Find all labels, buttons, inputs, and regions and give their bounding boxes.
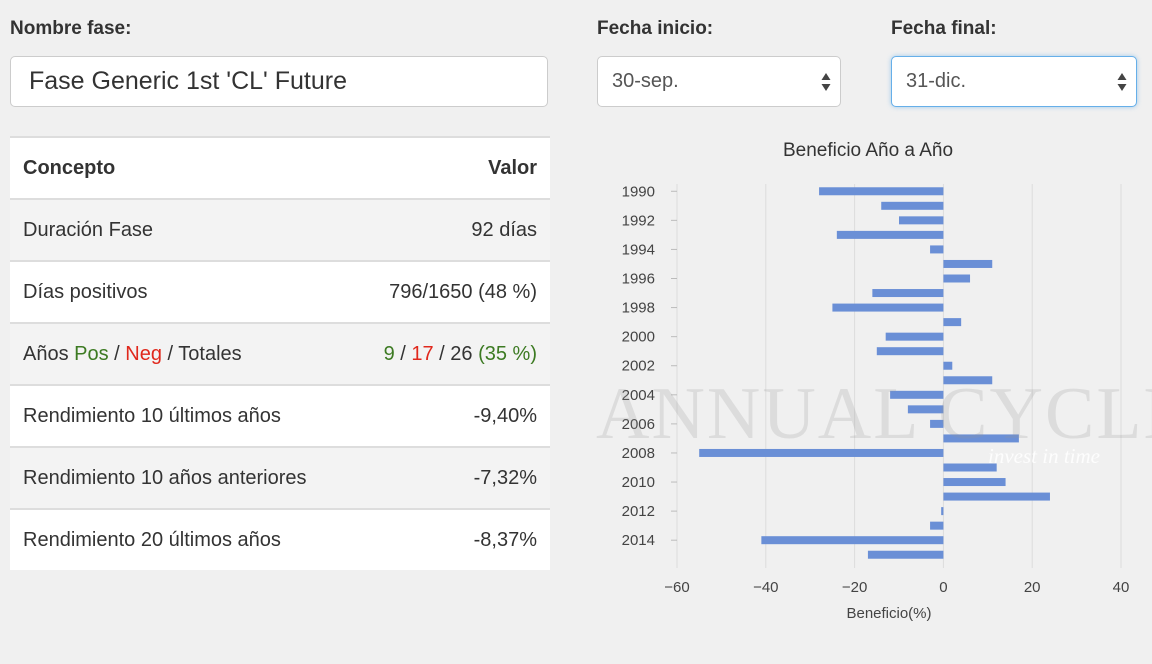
bar-2014 <box>761 536 944 545</box>
bar-1997 <box>872 289 944 298</box>
x-axis-label: Beneficio(%) <box>846 605 931 622</box>
y-tick-label: 2006 <box>622 416 655 433</box>
row-concept: Rendimiento 10 últimos años <box>10 384 352 447</box>
y-tick-label: 2008 <box>622 445 655 462</box>
x-tick-label: −60 <box>664 579 689 596</box>
bar-1998 <box>832 303 944 312</box>
end-date-label: Fecha final: <box>891 18 997 39</box>
bar-2007 <box>943 434 1019 443</box>
bar-2008 <box>699 448 944 457</box>
concept-prefix: Años <box>23 342 75 365</box>
bar-2015 <box>867 550 944 559</box>
y-tick-label: 1996 <box>622 271 655 288</box>
row-value: 796/1650 (48 %) <box>351 260 550 323</box>
end-date-select[interactable]: 31-dic. <box>891 56 1137 107</box>
y-tick-label: 1998 <box>622 300 655 317</box>
table-row: Días positivos 796/1650 (48 %) <box>10 260 550 323</box>
annual-profit-chart: Beneficio Año a Año −60 −40 −20 0 20 40 1990 19… <box>590 132 1150 632</box>
bar-2003 <box>943 376 993 385</box>
row-value: -8,37% <box>351 508 550 570</box>
x-tick-label: 0 <box>939 579 947 596</box>
bar-2000 <box>885 332 944 341</box>
bar-2009 <box>943 463 997 472</box>
y-tick-label: 2010 <box>622 474 655 491</box>
bar-2001 <box>876 347 944 356</box>
bar-1995 <box>943 259 993 268</box>
bar-2004 <box>890 390 944 399</box>
end-date-value: 31-dic. <box>906 70 967 92</box>
table-row: Rendimiento 20 últimos años -8,37% <box>10 508 550 570</box>
x-tick-label: 20 <box>1024 579 1041 596</box>
y-tick-label: 2004 <box>622 387 655 404</box>
x-tick-label: −20 <box>842 579 867 596</box>
row-concept: Rendimiento 20 últimos años <box>10 508 352 570</box>
bar-2011 <box>943 492 1050 501</box>
bar-2006 <box>930 419 944 428</box>
table-header-row: Concepto Valor <box>10 136 550 199</box>
value-pos: 9 <box>383 342 395 365</box>
bar-1991 <box>881 201 944 210</box>
bar-2005 <box>907 405 944 414</box>
concept-sep: / <box>108 342 126 365</box>
bar-2002 <box>943 361 953 370</box>
concept-pos: Pos <box>74 342 109 365</box>
concept-neg: Neg <box>125 342 162 365</box>
y-tick-label: 1990 <box>622 183 655 200</box>
table-row: Rendimiento 10 últimos años -9,40% <box>10 384 550 447</box>
value-sep: / <box>394 342 412 365</box>
y-tick-label: 2012 <box>622 503 655 520</box>
phase-name-label: Nombre fase: <box>10 18 132 39</box>
row-value: -9,40% <box>351 384 550 447</box>
x-tick-label: −40 <box>753 579 778 596</box>
row-value: -7,32% <box>351 446 550 509</box>
header-concept: Concepto <box>10 136 352 199</box>
concept-suffix: / Totales <box>162 342 242 365</box>
bar-1993 <box>836 230 944 239</box>
start-date-label: Fecha inicio: <box>597 18 714 39</box>
header-value: Valor <box>351 136 550 199</box>
stats-table: Concepto Valor Duración Fase 92 días Día… <box>10 136 550 570</box>
bar-2013 <box>930 521 944 530</box>
value-total: / 26 <box>433 342 479 365</box>
table-row: Años Pos / Neg / Totales 9 / 17 / 26 (35… <box>10 322 550 385</box>
bar-2012 <box>941 507 944 516</box>
row-value: 92 días <box>351 198 550 261</box>
row-concept: Rendimiento 10 años anteriores <box>10 446 352 509</box>
row-concept: Días positivos <box>10 260 352 323</box>
bar-1994 <box>930 245 944 254</box>
y-tick-label: 2014 <box>622 532 655 549</box>
table-row: Duración Fase 92 días <box>10 198 550 261</box>
chart-title: Beneficio Año a Año <box>782 140 954 161</box>
select-arrows-icon <box>821 73 831 91</box>
value-neg: 17 <box>411 342 434 365</box>
start-date-select[interactable]: 30-sep. <box>597 56 841 107</box>
value-pct: (35 %) <box>478 342 537 365</box>
bar-1990 <box>819 187 944 196</box>
bar-1999 <box>943 318 962 327</box>
x-tick-label: 40 <box>1113 579 1130 596</box>
bar-1992 <box>899 216 944 225</box>
y-tick-label: 1992 <box>622 212 655 229</box>
y-tick-label: 1994 <box>622 241 655 258</box>
row-concept: Años Pos / Neg / Totales <box>10 322 352 385</box>
chart-svg: −60 −40 −20 0 20 40 1990 1992 1994 1996 1998 2000 20… <box>622 183 1130 622</box>
bar-2010 <box>943 478 1006 487</box>
row-value: 9 / 17 / 26 (35 %) <box>351 322 550 385</box>
row-concept: Duración Fase <box>10 198 352 261</box>
phase-name-input[interactable]: Fase Generic 1st 'CL' Future <box>10 56 548 107</box>
y-tick-label: 2002 <box>622 358 655 375</box>
start-date-value: 30-sep. <box>612 70 679 92</box>
table-row: Rendimiento 10 años anteriores -7,32% <box>10 446 550 509</box>
bar-1996 <box>943 274 971 283</box>
select-arrows-icon <box>1117 73 1127 91</box>
y-tick-label: 2000 <box>622 329 655 346</box>
